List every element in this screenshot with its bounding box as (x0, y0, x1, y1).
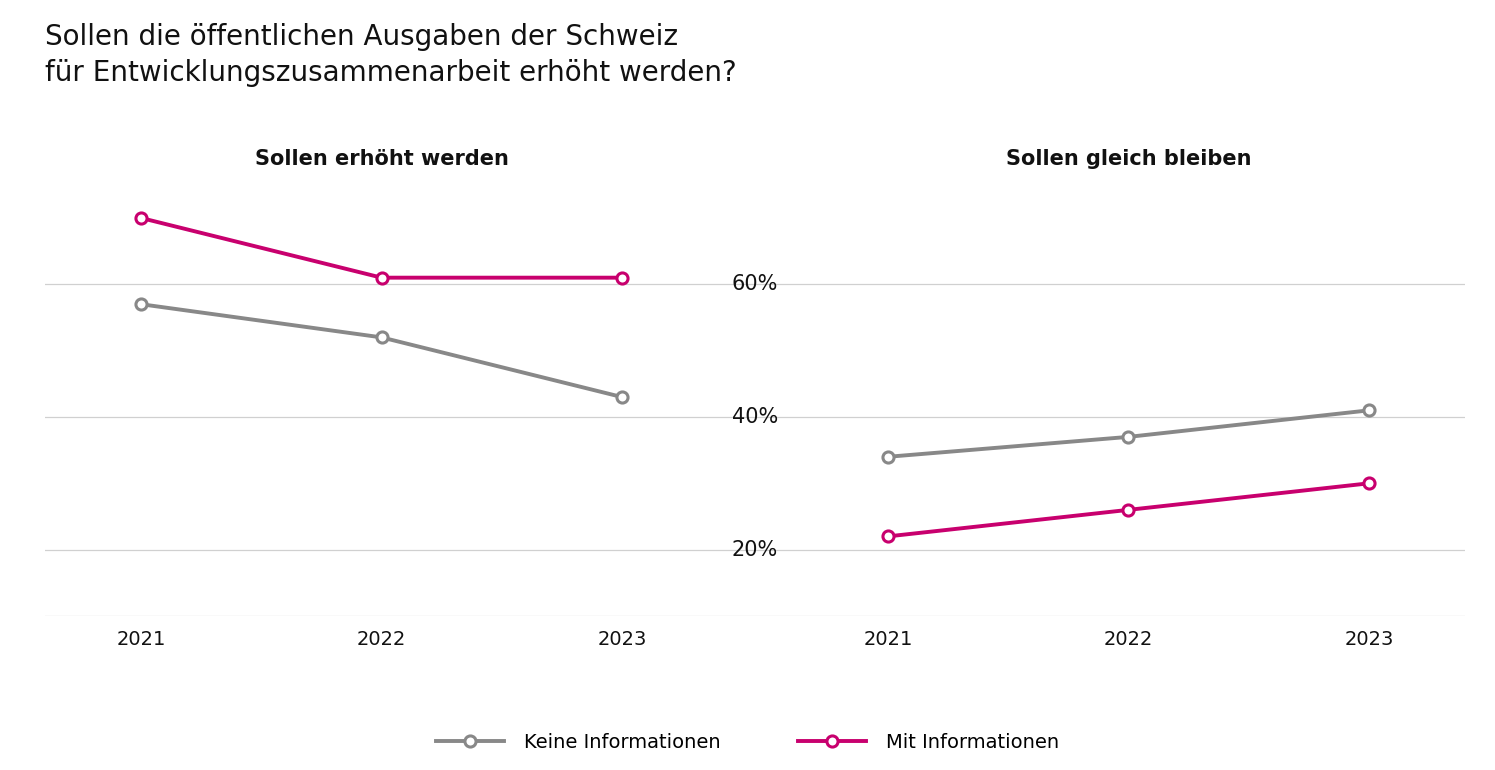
Text: Sollen die öffentlichen Ausgaben der Schweiz
für Entwicklungszusammenarbeit erhö: Sollen die öffentlichen Ausgaben der Sch… (45, 23, 737, 87)
Text: 20%: 20% (733, 540, 777, 560)
Title: Sollen gleich bleiben: Sollen gleich bleiben (1006, 149, 1251, 169)
Title: Sollen erhöht werden: Sollen erhöht werden (254, 149, 508, 169)
Text: 60%: 60% (731, 274, 779, 294)
Text: 40%: 40% (733, 407, 777, 427)
Legend: Keine Informationen, Mit Informationen: Keine Informationen, Mit Informationen (429, 725, 1066, 760)
